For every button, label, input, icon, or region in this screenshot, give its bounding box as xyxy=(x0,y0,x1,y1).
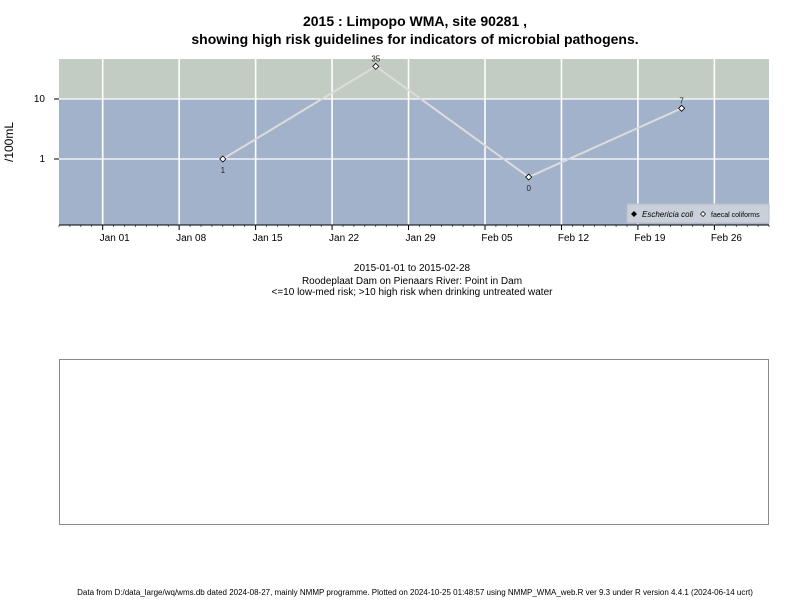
legend-marker xyxy=(631,211,637,217)
risk-note-label: <=10 low-med risk; >10 high risk when dr… xyxy=(271,287,553,298)
x-tick-label: Jan 01 xyxy=(100,233,130,244)
chart-plot: Jan 01 Jan 08 Jan 15 Jan 22 Jan 29 Feb 05 Feb … xyxy=(2,54,770,244)
data-point xyxy=(219,155,227,163)
chart-title-line-2: showing high risk guidelines for indicat… xyxy=(191,31,639,47)
series-line xyxy=(222,65,683,179)
data-point xyxy=(372,62,380,70)
location-label: Roodeplaat Dam on Pienaars River: Point … xyxy=(301,276,523,287)
x-tick-label: Jan 29 xyxy=(406,233,436,244)
x-tick-label: Feb 19 xyxy=(634,233,666,244)
y-tick-label: 10 xyxy=(34,94,46,105)
x-tick-label: Feb 26 xyxy=(711,233,743,244)
legend-marker xyxy=(700,211,706,217)
x-tick-label: Feb 05 xyxy=(481,233,513,244)
empty-plot-panel xyxy=(59,359,769,525)
data-point xyxy=(525,173,533,181)
x-tick-label: Jan 15 xyxy=(253,233,283,244)
chart-title-line-1: 2015 : Limpopo WMA, site 90281 , xyxy=(302,13,528,29)
data-label: 7 xyxy=(679,96,684,105)
y-axis-label: /100mL xyxy=(2,122,16,162)
y-tick-label: 1 xyxy=(39,154,45,165)
footer-note: Data from D:/data_large/wq/wms.db dated … xyxy=(77,588,753,597)
x-tick-label: Jan 22 xyxy=(329,233,359,244)
x-tick-label: Feb 12 xyxy=(558,233,590,244)
legend-entry: faecal coliforms xyxy=(711,212,760,219)
data-label: 35 xyxy=(371,54,380,63)
high-risk-band xyxy=(59,59,769,99)
legend-box xyxy=(626,203,770,224)
data-point xyxy=(678,104,686,112)
data-label: 0 xyxy=(526,184,531,193)
data-label: 1 xyxy=(221,166,226,175)
x-tick-label: Jan 08 xyxy=(176,233,206,244)
legend-entry: Eschericia coli xyxy=(642,210,693,219)
date-range-label: 2015-01-01 to 2015-02-28 xyxy=(353,263,471,274)
